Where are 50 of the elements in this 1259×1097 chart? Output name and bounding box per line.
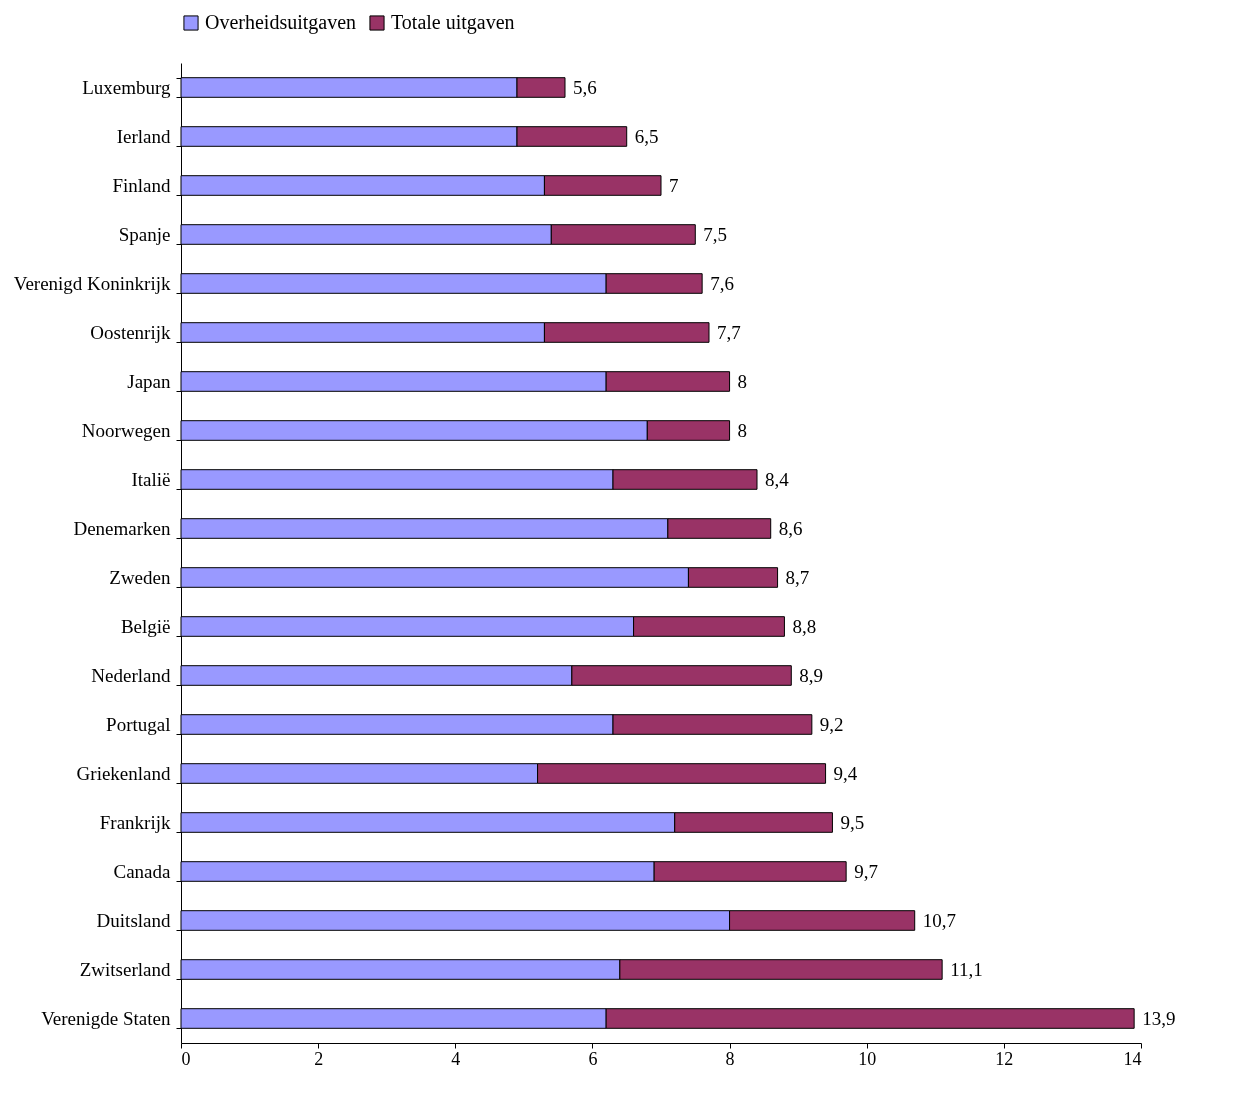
total-label: 8,9: [799, 664, 824, 686]
x-tick-label: 14: [1123, 1048, 1142, 1069]
x-tick-label: 0: [181, 1048, 191, 1069]
total-label: 5,6: [573, 76, 597, 98]
total-label: 8,6: [778, 517, 803, 539]
total-label: 7,7: [717, 321, 741, 343]
y-tick-label: Frankrijk: [99, 812, 171, 833]
y-tick-label: Verenigde Staten: [41, 1008, 171, 1029]
y-tick-label: Japan: [127, 371, 171, 392]
total-label: 7: [669, 174, 679, 196]
y-tick-label: Nederland: [91, 665, 171, 686]
y-tick-label: Griekenland: [76, 763, 171, 784]
total-label: 9,5: [840, 811, 865, 833]
y-tick-label: Italië: [131, 469, 171, 490]
x-tick-label: 4: [451, 1048, 461, 1069]
legend-label: Overheidsuitgaven: [205, 11, 357, 34]
total-label: 6,5: [634, 125, 659, 147]
total-label: 8,4: [765, 468, 790, 490]
total-label: 8,8: [792, 615, 817, 637]
y-tick-label: Duitsland: [96, 910, 171, 931]
y-tick-label: Noorwegen: [81, 420, 171, 441]
total-label: 11,1: [950, 958, 983, 980]
y-tick-label: Oostenrijk: [90, 322, 171, 343]
y-tick-label: Zweden: [109, 567, 171, 588]
total-label: 7,6: [710, 272, 734, 294]
y-tick-label: België: [120, 616, 171, 637]
total-label: 9,7: [854, 860, 878, 882]
total-label: 9,2: [819, 713, 844, 735]
y-tick-label: Spanje: [118, 224, 171, 245]
y-tick-label: Ierland: [116, 126, 171, 147]
x-tick-label: 6: [588, 1048, 598, 1069]
x-tick-label: 8: [725, 1048, 735, 1069]
legend-label: Totale uitgaven: [391, 11, 515, 34]
y-tick-label: Finland: [112, 175, 171, 196]
y-tick-label: Portugal: [106, 714, 171, 735]
total-label: 8: [737, 419, 748, 441]
total-label: 8: [737, 370, 748, 392]
y-tick-label: Canada: [113, 861, 172, 882]
y-tick-label: Verenigd Koninkrijk: [13, 273, 171, 294]
total-label: 7,5: [703, 223, 728, 245]
total-label: 13,9: [1142, 1007, 1176, 1029]
total-label: 9,4: [833, 762, 858, 784]
y-tick-label: Luxemburg: [82, 77, 171, 98]
total-label: 8,7: [785, 566, 810, 588]
y-tick-label: Zwitserland: [79, 959, 171, 980]
x-tick-label: 2: [314, 1048, 324, 1069]
x-tick-label: 10: [858, 1048, 877, 1069]
y-tick-label: Denemarken: [73, 518, 171, 539]
total-label: 10,7: [922, 909, 956, 931]
x-tick-label: 12: [995, 1048, 1014, 1069]
